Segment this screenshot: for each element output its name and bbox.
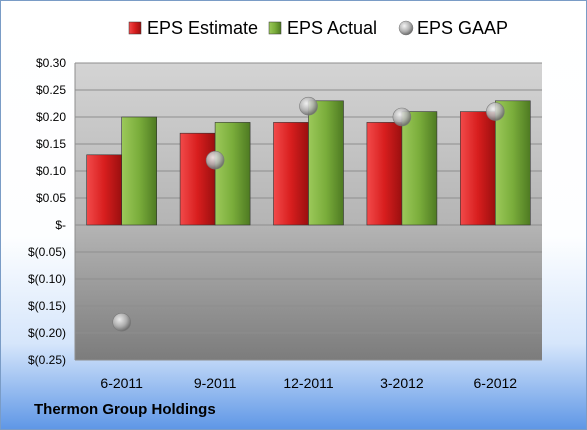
x-category-label: 9-2011 — [194, 375, 237, 391]
gaap-marker — [485, 102, 505, 121]
bar-eps-estimate — [273, 122, 309, 226]
x-category-label: 6-2012 — [474, 375, 518, 391]
x-category-label: 6-2011 — [100, 375, 143, 391]
x-category-label: 12-2011 — [283, 375, 334, 391]
y-tick-label: $0.15 — [36, 137, 66, 151]
company-name: Thermon Group Holdings — [34, 401, 216, 418]
y-tick-label: $(0.15) — [28, 299, 66, 313]
bar-eps-actual — [494, 100, 531, 226]
legend-item: EPS GAAP — [398, 18, 508, 38]
y-tick-label: $- — [55, 218, 66, 232]
x-axis-category-labels: 6-2011 9-2011 12-2011 3-2012 6-2012 — [100, 375, 517, 391]
legend-swatch — [268, 21, 282, 35]
y-tick-label: $(0.10) — [28, 272, 66, 286]
legend-item: EPS Actual — [268, 18, 377, 38]
y-tick-label: $0.20 — [36, 110, 66, 124]
y-tick-label: $0.30 — [36, 56, 66, 70]
legend-label: EPS GAAP — [417, 18, 508, 38]
y-tick-label: $(0.25) — [28, 353, 66, 367]
x-category-label: 3-2012 — [380, 375, 424, 391]
y-tick-label: $(0.05) — [28, 245, 66, 259]
legend: EPS Estimate EPS Actual EPS GAAP — [128, 18, 508, 38]
bar-eps-estimate — [366, 122, 403, 226]
y-tick-label: $0.05 — [36, 191, 66, 205]
gaap-marker — [299, 96, 318, 116]
bar-eps-estimate — [459, 111, 496, 226]
bars — [86, 100, 531, 226]
gaap-marker — [112, 312, 131, 332]
y-tick-label: $0.10 — [36, 164, 66, 178]
bar-eps-actual — [121, 116, 157, 226]
bar-eps-estimate — [86, 154, 122, 226]
legend-swatch — [398, 20, 414, 36]
bar-eps-actual — [308, 100, 344, 226]
legend-label: EPS Actual — [287, 18, 377, 38]
legend-swatch — [128, 21, 142, 35]
bar-eps-actual — [401, 111, 438, 226]
bar-eps-actual — [214, 122, 251, 226]
gaap-marker — [392, 107, 412, 127]
bar-eps-estimate — [179, 132, 216, 226]
y-tick-label: $0.25 — [36, 83, 66, 97]
legend-label: EPS Estimate — [147, 18, 258, 38]
y-axis-tick-labels: $0.30 $0.25 $0.20 $0.15 $0.10 $0.05 $- $(0.05) $… — [28, 56, 66, 367]
gaap-markers — [112, 96, 505, 332]
y-tick-label: $(0.20) — [28, 326, 66, 340]
gaap-marker — [205, 150, 225, 170]
legend-item: EPS Estimate — [128, 18, 258, 38]
